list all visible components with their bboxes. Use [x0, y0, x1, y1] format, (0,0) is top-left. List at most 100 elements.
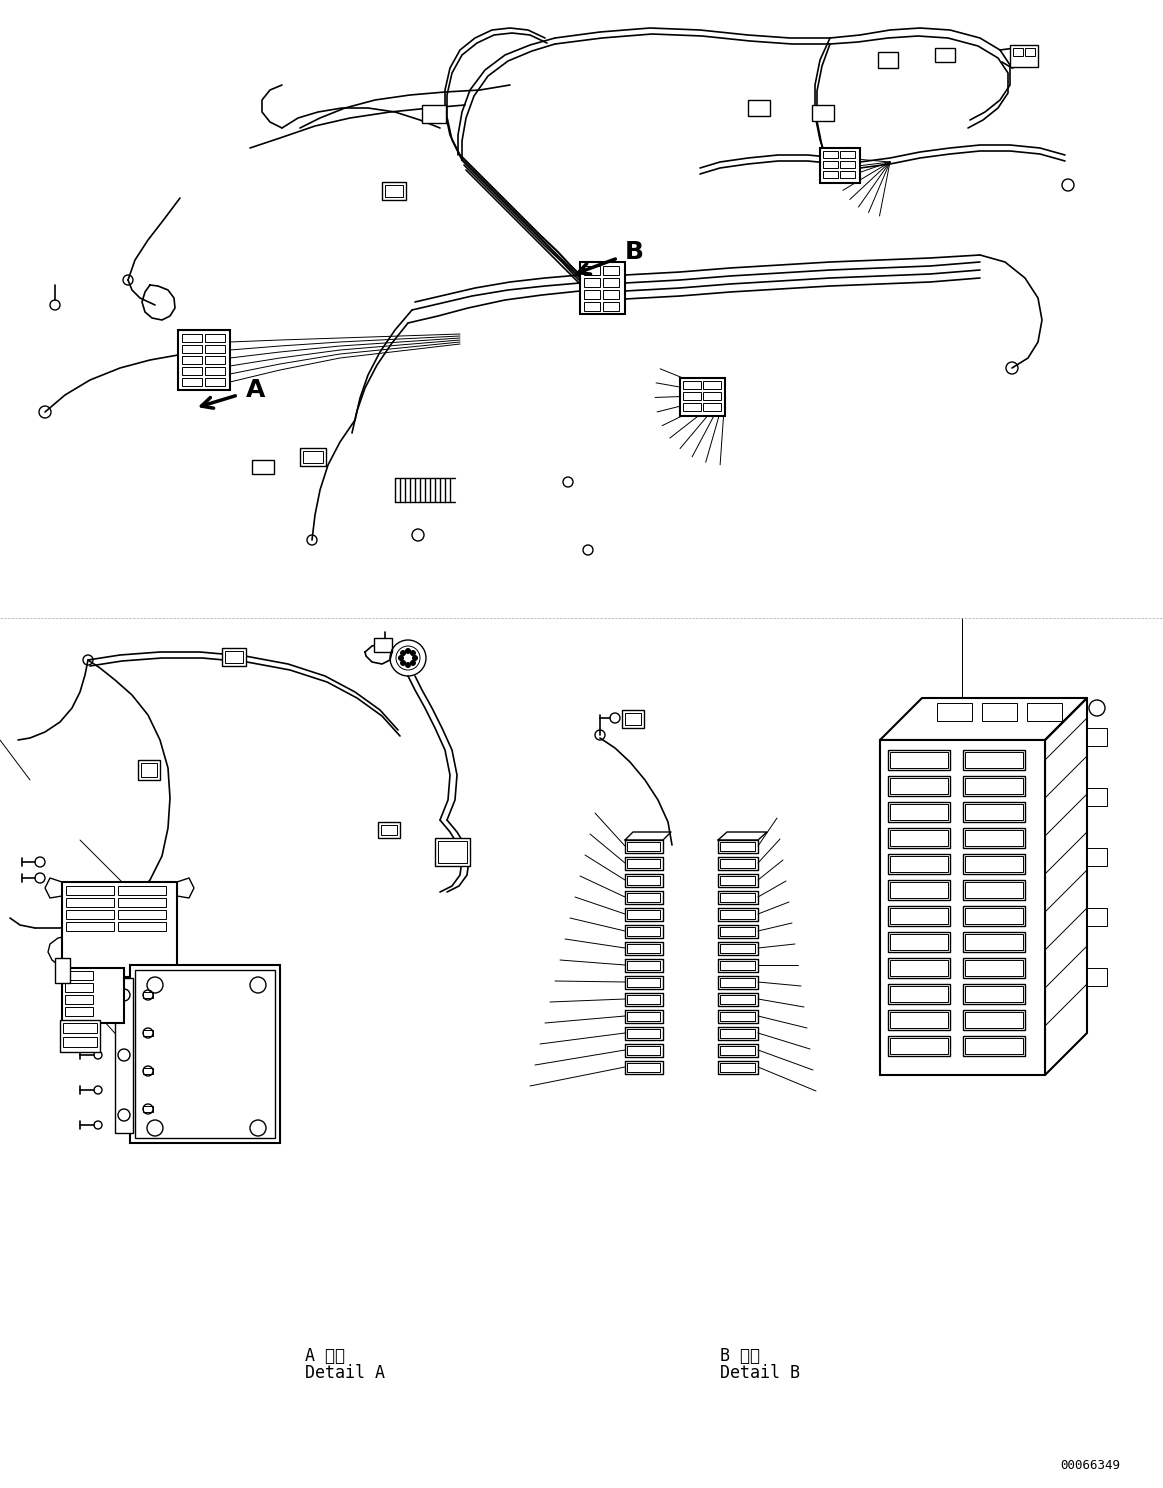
Bar — [130, 966, 280, 1143]
Bar — [890, 778, 948, 795]
Bar — [965, 882, 1023, 897]
Bar — [889, 879, 950, 900]
Bar — [117, 885, 166, 894]
Bar — [889, 984, 950, 1004]
Bar — [889, 750, 950, 769]
Bar — [60, 1019, 100, 1052]
Bar — [300, 448, 326, 466]
Bar — [683, 391, 701, 400]
Text: Detail A: Detail A — [305, 1364, 385, 1382]
Bar — [963, 931, 1025, 952]
Bar — [181, 345, 202, 353]
Bar — [702, 391, 721, 400]
Bar — [890, 934, 948, 949]
Bar — [178, 330, 230, 390]
Bar — [889, 958, 950, 978]
Bar — [62, 969, 124, 1024]
Bar — [965, 934, 1023, 949]
Bar — [181, 333, 202, 342]
Circle shape — [399, 656, 404, 661]
Bar — [143, 1030, 154, 1036]
Bar — [890, 856, 948, 872]
Bar — [963, 1010, 1025, 1030]
Bar — [963, 984, 1025, 1004]
Bar — [965, 856, 1023, 872]
Bar — [65, 995, 93, 1004]
Bar — [584, 278, 600, 287]
Bar — [878, 52, 898, 68]
Circle shape — [400, 661, 406, 665]
Bar — [181, 356, 202, 365]
Bar — [65, 972, 93, 981]
Bar — [889, 827, 950, 848]
Bar — [252, 460, 274, 475]
Text: Detail B: Detail B — [720, 1364, 800, 1382]
Bar — [378, 821, 400, 838]
Bar — [820, 147, 859, 183]
Bar — [683, 403, 701, 411]
Bar — [890, 960, 948, 976]
Bar — [138, 760, 160, 780]
Bar — [143, 1106, 154, 1112]
Bar — [222, 647, 247, 667]
Bar — [143, 1068, 154, 1074]
Bar — [385, 185, 404, 196]
Bar — [181, 378, 202, 385]
Bar — [963, 1036, 1025, 1056]
Bar — [602, 266, 619, 275]
Circle shape — [411, 650, 415, 656]
Text: B 詳細: B 詳細 — [720, 1347, 759, 1364]
Bar — [965, 778, 1023, 795]
Circle shape — [406, 662, 411, 668]
Bar — [135, 970, 274, 1138]
Bar — [702, 381, 721, 388]
Bar — [889, 906, 950, 926]
Bar — [982, 702, 1016, 722]
Bar — [963, 879, 1025, 900]
Bar — [205, 378, 224, 385]
Bar — [880, 740, 1046, 1074]
Bar — [889, 1036, 950, 1056]
Bar — [935, 48, 955, 62]
Bar — [890, 987, 948, 1001]
Bar — [965, 960, 1023, 976]
Bar — [1087, 789, 1107, 806]
Bar — [937, 702, 972, 722]
Bar — [890, 804, 948, 820]
Bar — [115, 978, 133, 1132]
Bar — [890, 830, 948, 847]
Bar — [63, 1024, 97, 1033]
Bar — [625, 713, 641, 725]
Bar — [65, 984, 93, 992]
Bar — [141, 763, 157, 777]
Bar — [963, 854, 1025, 873]
Bar — [1013, 48, 1023, 57]
Bar — [181, 368, 202, 375]
Bar — [889, 777, 950, 796]
Bar — [381, 182, 406, 199]
Circle shape — [406, 649, 411, 653]
Bar — [602, 278, 619, 287]
Bar — [143, 992, 154, 998]
Bar — [1087, 848, 1107, 866]
Circle shape — [400, 650, 406, 656]
Text: B: B — [625, 240, 644, 263]
Bar — [840, 150, 855, 158]
Bar — [1025, 48, 1035, 57]
Bar — [1087, 969, 1107, 987]
Bar — [62, 882, 177, 978]
Bar — [965, 804, 1023, 820]
Bar — [304, 451, 323, 463]
Bar — [823, 150, 839, 158]
Circle shape — [413, 656, 418, 661]
Bar — [622, 710, 644, 728]
Bar — [117, 911, 166, 920]
Bar — [890, 882, 948, 897]
Bar — [812, 106, 834, 121]
Bar — [1087, 908, 1107, 926]
Bar — [965, 1039, 1023, 1054]
Bar — [702, 403, 721, 411]
Bar — [438, 841, 468, 863]
Bar — [890, 908, 948, 924]
Bar — [1027, 702, 1062, 722]
